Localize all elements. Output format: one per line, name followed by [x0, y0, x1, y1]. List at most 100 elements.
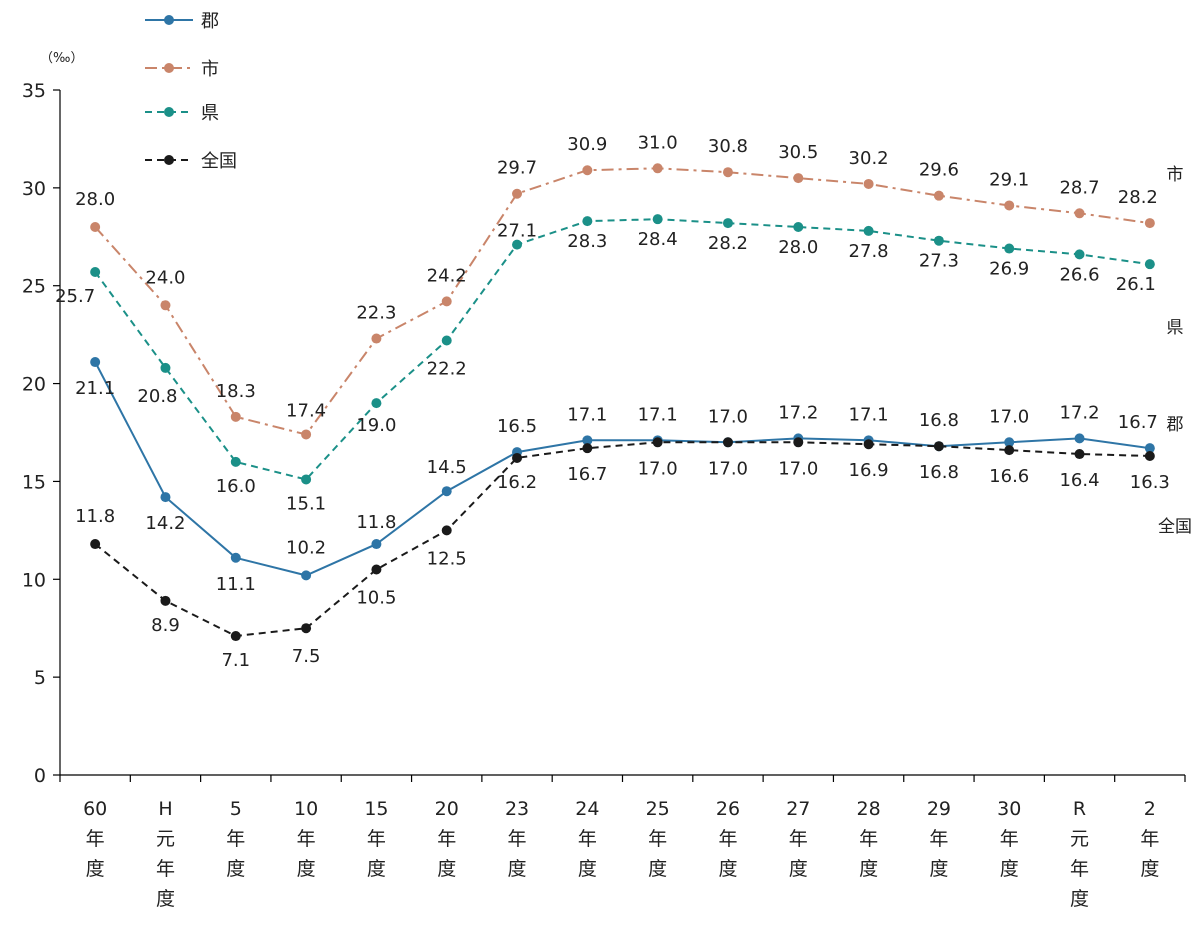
data-point [90, 357, 101, 368]
data-point [371, 333, 382, 344]
data-point [301, 474, 312, 485]
data-label: 16.4 [1059, 470, 1099, 491]
data-label: 16.5 [497, 416, 537, 437]
data-label: 16.0 [216, 476, 256, 497]
y-tick-label: 0 [34, 765, 46, 787]
legend-label: 市 [201, 59, 219, 80]
x-tick-label: 28 [857, 798, 881, 820]
x-tick-label: 度 [1070, 888, 1089, 910]
series-lines [90, 163, 1155, 642]
data-point [90, 539, 101, 550]
data-label: 31.0 [638, 132, 678, 153]
legend-label: 郡 [201, 11, 219, 32]
x-category-label: 5 年度 [226, 798, 245, 880]
legend-item: 県 [145, 103, 219, 124]
series-end-label: 市 [1167, 165, 1184, 185]
x-tick-label: 度 [437, 858, 456, 880]
legend-item: 全国 [145, 151, 237, 172]
data-label: 28.2 [708, 233, 748, 254]
data-point [1004, 243, 1015, 254]
x-tick-label: 度 [578, 858, 597, 880]
data-label: 29.1 [989, 169, 1029, 190]
data-point [512, 239, 523, 250]
x-category-label: 26 年度 [716, 798, 740, 880]
data-label: 17.0 [989, 406, 1029, 427]
x-tick-label: 元 [156, 828, 175, 850]
data-point [90, 267, 101, 278]
x-tick-label: 度 [86, 858, 105, 880]
x-tick-label: 年 [789, 828, 808, 850]
x-category-label: 2 年度 [1140, 798, 1159, 880]
data-label: 16.3 [1130, 472, 1170, 493]
data-point [512, 188, 523, 199]
x-tick-label: 年 [718, 828, 737, 850]
legend-item: 市 [145, 59, 219, 80]
data-point [230, 631, 241, 642]
x-tick-label: 年 [367, 828, 386, 850]
data-label: 25.7 [55, 286, 95, 307]
data-label: 21.1 [75, 378, 115, 399]
data-point [863, 225, 874, 236]
data-point [371, 398, 382, 409]
x-tick-label: 年 [437, 828, 456, 850]
data-point [1144, 259, 1155, 270]
x-tick-label: 26 [716, 798, 740, 820]
data-label: 7.1 [221, 650, 250, 671]
x-tick-label: 度 [929, 858, 948, 880]
x-tick-label: 度 [226, 858, 245, 880]
data-label: 28.0 [75, 189, 115, 210]
x-tick-label: 度 [1000, 858, 1019, 880]
x-tick-label: 度 [367, 858, 386, 880]
x-tick-label: 15 [364, 798, 388, 820]
x-tick-label: 度 [648, 858, 667, 880]
data-label: 29.6 [919, 160, 959, 181]
data-label: 16.8 [919, 462, 959, 483]
y-tick-label: 20 [22, 374, 46, 396]
data-point [652, 163, 663, 174]
data-point [652, 214, 663, 225]
data-label: 22.3 [356, 303, 396, 324]
data-label: 27.3 [919, 251, 959, 272]
data-label: 17.4 [286, 400, 326, 421]
data-label: 17.0 [708, 458, 748, 479]
x-tick-label: 23 [505, 798, 529, 820]
data-point [722, 167, 733, 178]
x-tick-label: 年 [859, 828, 878, 850]
data-label: 30.9 [567, 134, 607, 155]
data-point [793, 222, 804, 232]
x-tick-label: 24 [575, 798, 599, 820]
x-category-label: 15 年度 [364, 798, 388, 880]
legend-swatch-marker [164, 63, 174, 73]
data-point [441, 525, 452, 536]
x-tick-label: 年 [508, 828, 527, 850]
x-tick-label: 年 [929, 828, 948, 850]
x-category-label: 30 年度 [997, 798, 1021, 880]
data-point [1074, 208, 1085, 219]
legend-label: 全国 [201, 151, 237, 172]
axes: 05101520253035（‰）60年度H元年度5年度10年度15年度20年度… [22, 51, 1186, 910]
x-tick-label: 60 [83, 798, 107, 820]
x-tick-label: 度 [789, 858, 808, 880]
data-point [933, 190, 944, 201]
x-category-label: 20 年度 [435, 798, 459, 880]
data-point [933, 235, 944, 246]
x-category-label: 23 年度 [505, 798, 529, 880]
data-label: 17.1 [849, 404, 889, 425]
data-point [793, 437, 804, 448]
data-label: 24.0 [145, 267, 185, 288]
data-label: 16.7 [567, 464, 607, 485]
x-tick-label: 年 [297, 828, 316, 850]
x-tick-label: 年 [1140, 828, 1159, 850]
x-tick-label: 年 [156, 858, 175, 880]
data-point [582, 165, 593, 176]
data-label: 16.7 [1118, 412, 1158, 433]
data-point [722, 218, 733, 229]
data-label: 17.2 [778, 402, 818, 423]
data-point [160, 300, 171, 311]
x-tick-label: H [158, 798, 172, 820]
data-point [582, 443, 593, 454]
x-tick-label: 2 [1144, 798, 1156, 820]
data-label: 11.8 [356, 512, 396, 533]
